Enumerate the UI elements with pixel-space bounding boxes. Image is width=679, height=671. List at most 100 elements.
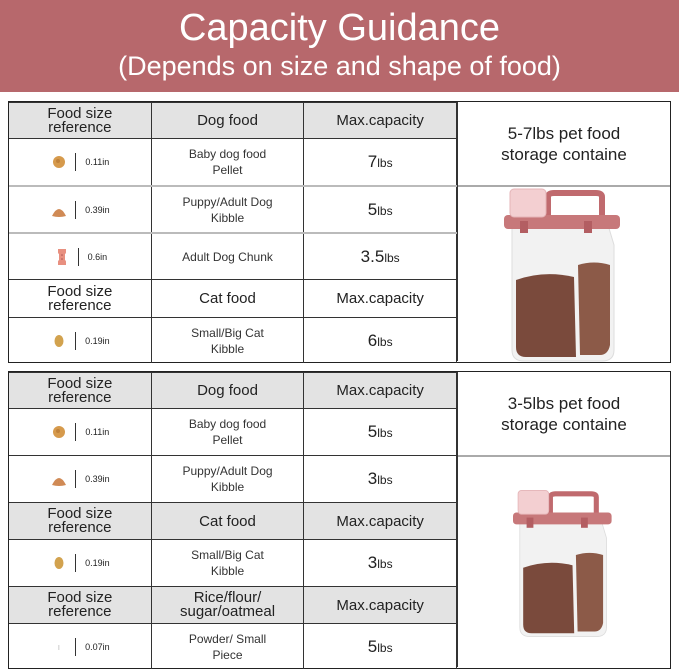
header-label: Max.capacity — [336, 382, 424, 399]
header-food-type: Dog food — [151, 373, 305, 408]
capacity-cell: 7lbs — [304, 139, 457, 185]
capacity-value: 7lbs — [368, 152, 393, 172]
food-container-icon — [513, 489, 612, 637]
food-name: Small/Big Cat Kibble — [191, 325, 264, 356]
capacity-number: 7 — [367, 152, 378, 171]
header-size-reference: Food size reference — [9, 587, 152, 623]
header-size-reference: Food size reference — [9, 103, 152, 138]
header-label: Dog food — [197, 112, 258, 129]
food-name: Adult Dog Chunk — [182, 249, 273, 264]
measure-bar-icon — [75, 200, 82, 219]
capacity-number: 3 — [367, 469, 378, 488]
measure-bar-icon — [77, 247, 85, 266]
header-label: Dog food — [197, 382, 258, 399]
table-header-row: Food size reference Cat food Max.capacity — [9, 502, 457, 539]
container-title: 5-7lbs pet food storage containe — [501, 123, 627, 164]
capacity-value: 3.5lbs — [361, 247, 400, 267]
size-indicator: 0.39in — [50, 470, 110, 488]
food-cell: Puppy/Adult Dog Kibble — [152, 187, 305, 232]
measure-bar-icon — [75, 423, 82, 441]
food-name: Puppy/Adult Dog Kibble — [182, 464, 273, 494]
header-food-type: Rice/flour/ sugar/oatmeal — [151, 587, 305, 623]
food-name: Baby dog food Pellet — [188, 147, 267, 177]
header-label: Max.capacity — [336, 512, 424, 530]
table-row: 0.19in Small/Big Cat Kibble 6lbs — [9, 317, 457, 363]
size-indicator: 0.19in — [50, 331, 110, 350]
capacity-number: 5 — [367, 199, 378, 219]
table-row: 0.19in Small/Big Cat Kibble 3lbs — [9, 539, 457, 586]
header-label: Rice/flour/ sugar/oatmeal — [179, 589, 276, 620]
header-label: Cat food — [199, 290, 256, 307]
header-label: Max.capacity — [336, 112, 424, 129]
container-image — [458, 455, 670, 669]
header-label: Food size reference — [47, 589, 113, 620]
capacity-value: 5lbs — [368, 200, 393, 220]
triangle-kibble-icon — [52, 208, 67, 217]
table-header-row: Food size reference Dog food Max.capacity — [9, 102, 457, 138]
capacity-unit: lbs — [377, 426, 393, 440]
triangle-kibble-icon — [52, 478, 67, 486]
size-cell: 0.19in — [9, 540, 152, 586]
capacity-value: 6lbs — [368, 331, 393, 351]
capacity-unit: lbs — [384, 250, 400, 265]
header-food-type: Cat food — [152, 280, 305, 317]
capacity-number: 5 — [367, 636, 378, 656]
measure-bar-icon — [75, 554, 82, 572]
capacity-value: 5lbs — [368, 422, 393, 442]
food-cell: Baby dog food Pellet — [152, 139, 305, 185]
size-cell: 0.07in — [9, 624, 152, 669]
capacity-unit: lbs — [377, 473, 393, 487]
header-food-type: Dog food — [151, 103, 305, 138]
capacity-number: 5 — [367, 422, 378, 441]
capacity-unit: lbs — [377, 640, 393, 655]
table-header-row: Food size reference Rice/flour/ sugar/oat… — [9, 586, 457, 623]
size-value: 0.19in — [85, 335, 110, 346]
food-name: Baby dog food Pellet — [188, 417, 267, 447]
capacity-value: 3lbs — [368, 469, 393, 489]
food-cell: Small/Big Cat Kibble — [152, 540, 305, 586]
header-label: Food size reference — [47, 505, 113, 536]
food-cell: Baby dog food Pellet — [152, 409, 305, 455]
table-row: 0.11in Baby dog food Pellet 5lbs — [9, 408, 457, 455]
header-label: Max.capacity — [336, 290, 424, 307]
capacity-cell: 3.5lbs — [304, 234, 457, 279]
capacity-cell: 6lbs — [304, 318, 457, 363]
table-row: 0.39in Puppy/Adult Dog Kibble 3lbs — [9, 455, 457, 502]
round-pellet-icon — [53, 426, 66, 438]
header-size-reference: Food size reference — [9, 503, 152, 539]
capacity-cell: 5lbs — [304, 409, 457, 455]
table-row: 0.11in Baby dog food Pellet 7lbs — [9, 138, 457, 185]
powder-icon — [58, 644, 60, 650]
size-value: 0.11in — [85, 157, 110, 167]
measure-bar-icon — [75, 637, 82, 656]
container-title: 3-5lbs pet food storage containe — [501, 393, 627, 434]
page-subtitle: (Depends on size and shape of food) — [118, 51, 561, 81]
size-indicator: 0.11in — [50, 423, 109, 441]
size-value: 0.11in — [85, 427, 110, 437]
size-cell: 0.19in — [9, 318, 152, 363]
food-container-icon — [504, 188, 620, 362]
food-name: Small/Big Cat Kibble — [191, 548, 264, 578]
container-column: 3-5lbs pet food storage containe — [457, 372, 670, 667]
size-value: 0.6in — [87, 251, 108, 262]
capacity-number: 3 — [367, 553, 378, 572]
header-size-reference: Food size reference — [9, 373, 152, 408]
header-label: Food size reference — [47, 104, 113, 136]
header-capacity: Max.capacity — [304, 373, 457, 408]
food-name: Puppy/Adult Dog Kibble — [182, 194, 273, 225]
size-indicator: 0.11in — [50, 153, 109, 171]
size-cell: 0.39in — [9, 187, 152, 232]
container-image — [458, 185, 670, 363]
size-value: 0.39in — [85, 474, 110, 484]
capacity-cell: 5lbs — [304, 187, 457, 232]
size-indicator: 0.6in — [53, 247, 108, 266]
capacity-number: 3.5 — [360, 246, 385, 266]
food-cell: Small/Big Cat Kibble — [152, 318, 305, 363]
capacity-table-large: 5-7lbs pet food storage containe Food si… — [8, 101, 671, 363]
table-row: 0.6in Adult Dog Chunk 3.5lbs — [9, 232, 457, 279]
header-label: Cat food — [199, 512, 256, 530]
size-cell: 0.39in — [9, 456, 152, 502]
size-value: 0.19in — [85, 558, 110, 568]
size-cell: 0.6in — [9, 234, 152, 279]
capacity-unit: lbs — [377, 334, 393, 349]
